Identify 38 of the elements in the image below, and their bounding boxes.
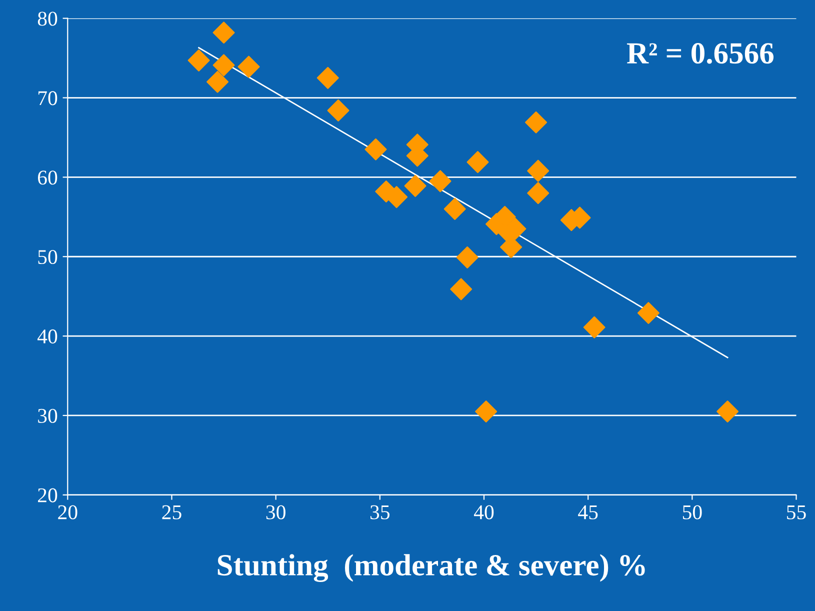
y-tick-label: 20 (38, 488, 58, 502)
point (525, 111, 548, 134)
x-tick-label: 20 (58, 505, 78, 520)
point (188, 49, 210, 72)
x-tick-label: 50 (682, 505, 702, 520)
point (475, 400, 498, 423)
y-tick-label: 50 (38, 250, 58, 264)
point (637, 302, 660, 324)
point (206, 70, 229, 93)
x-tick-label: 45 (578, 505, 598, 520)
point (316, 66, 339, 89)
point (212, 22, 235, 44)
x-tick-label: 55 (787, 505, 806, 520)
point (466, 151, 489, 174)
y-tick-label: 70 (38, 91, 58, 106)
annotation: R² = 0.6566 (626, 43, 774, 64)
point (444, 198, 466, 220)
point (583, 316, 606, 338)
point (450, 278, 472, 300)
x-tick-label: 30 (266, 505, 286, 520)
x-tick-label: 25 (162, 505, 182, 520)
y-tick-label: 40 (37, 329, 58, 344)
x-tick-label: 40 (474, 505, 494, 520)
y-tick-label: 80 (38, 12, 58, 26)
point (364, 138, 387, 160)
point (327, 99, 350, 122)
point (429, 170, 452, 192)
x-axis-title: Stunting (moderate & severe) % (218, 554, 645, 582)
point (527, 182, 550, 204)
point (716, 400, 739, 423)
point (456, 246, 478, 268)
y-tick-label: 60 (38, 170, 58, 185)
point (527, 160, 550, 182)
x-tick-label: 35 (370, 505, 390, 520)
point (212, 54, 235, 76)
point (404, 174, 426, 197)
y-tick-label: 30 (38, 408, 58, 423)
point (238, 56, 260, 78)
